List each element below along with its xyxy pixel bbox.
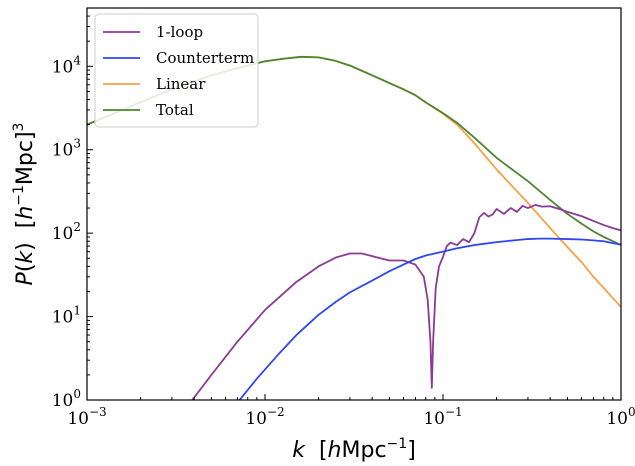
x-tick-label: 10−2 xyxy=(245,405,284,429)
y-tick-label: 104 xyxy=(52,53,82,77)
legend-label-1-loop: 1-loop xyxy=(156,23,203,41)
series-line-counterterm xyxy=(238,237,621,400)
y-axis-label: P(k) [h−1Mpc]3 xyxy=(11,123,38,286)
x-tick-label: 100 xyxy=(606,405,635,429)
legend-label-linear: Linear xyxy=(156,75,206,93)
series-line-1-loop xyxy=(191,204,621,400)
legend-box xyxy=(94,13,259,128)
x-tick-label: 10−3 xyxy=(67,405,106,429)
x-axis-label: k [hMpc−1] xyxy=(292,436,416,463)
y-tick-label: 100 xyxy=(52,387,81,411)
legend-label-counterterm: Counterterm xyxy=(156,49,254,67)
legend: 1-loop Counterterm Linear Total xyxy=(94,13,259,128)
y-tick-label: 101 xyxy=(52,304,81,328)
x-tick-label: 10−1 xyxy=(423,405,462,429)
tick-layer: 10−3 10−2 10−1 100 100 101 102 103 104 xyxy=(52,7,635,429)
legend-label-total: Total xyxy=(156,101,194,119)
y-tick-label: 102 xyxy=(52,220,81,244)
y-tick-label: 103 xyxy=(52,137,81,161)
plot-frame xyxy=(86,7,622,401)
